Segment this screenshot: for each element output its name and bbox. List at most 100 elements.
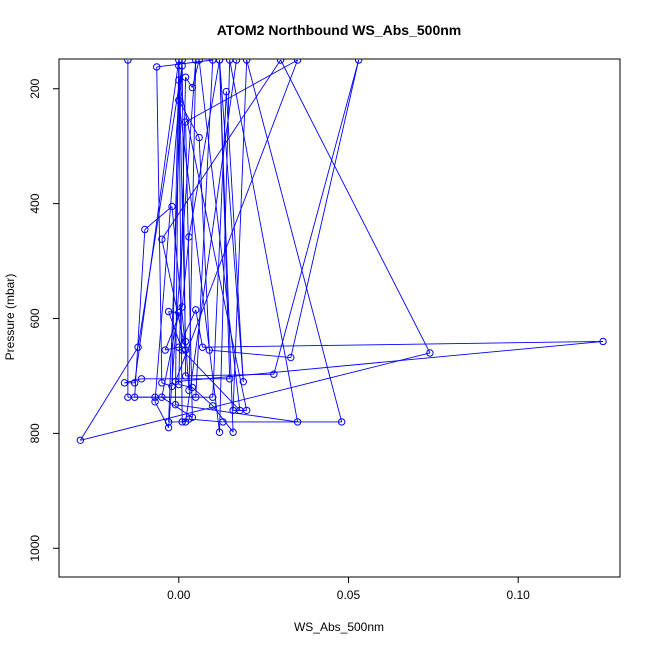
data-point: [225, 375, 234, 383]
data-point: [222, 87, 231, 96]
data-point: [219, 418, 227, 426]
data-point: [354, 59, 363, 64]
data-point: [599, 337, 607, 346]
data-point: [164, 307, 173, 316]
data-point: [242, 59, 251, 64]
data-point: [195, 59, 203, 64]
series-line-segment: [232, 59, 248, 411]
data-point: [181, 418, 190, 426]
series-line-segment: [80, 352, 431, 441]
data-point: [164, 418, 173, 426]
series-line-segment: [137, 65, 183, 348]
series-line-segment: [209, 349, 291, 359]
series-line-segment: [154, 401, 170, 428]
series-line-segment: [168, 59, 183, 422]
data-point: [192, 59, 200, 64]
data-point: [178, 59, 186, 64]
data-point: [270, 370, 278, 378]
series-line-segment: [198, 59, 241, 411]
y-tick-label: 200: [28, 78, 42, 98]
series-line-segment: [185, 59, 237, 422]
series-line-segment: [202, 341, 604, 348]
series-line-segment: [175, 341, 604, 383]
series-line-segment: [280, 59, 431, 354]
series-line-segment: [212, 91, 227, 398]
data-point: [130, 393, 139, 401]
data-point: [205, 346, 214, 354]
data-point: [178, 418, 186, 426]
data-point: [158, 379, 166, 387]
data-point: [178, 346, 186, 354]
data-point: [141, 225, 149, 234]
data-point: [164, 423, 173, 432]
series-line-segment: [79, 346, 139, 441]
series-line-segment: [185, 76, 193, 88]
series-line-segment: [185, 341, 190, 391]
x-axis: 0.00 0.05 0.10: [167, 577, 530, 602]
data-point: [175, 76, 183, 84]
data-point: [209, 393, 217, 401]
series-line-segment: [144, 206, 173, 230]
data-point: [192, 393, 200, 401]
data-point: [215, 428, 224, 436]
series-line-segment: [290, 59, 360, 358]
series-line-segment: [225, 91, 244, 382]
series-line-segment: [178, 80, 248, 411]
data-point: [153, 63, 161, 71]
data-point: [130, 379, 139, 387]
series-line-segment: [273, 59, 360, 375]
data-point: [209, 402, 217, 410]
data-point: [134, 343, 142, 351]
data-point: [158, 235, 166, 243]
series-line-segment: [171, 206, 187, 351]
data-point: [181, 337, 190, 346]
series-line-segment: [178, 99, 200, 138]
data-point: [293, 59, 302, 64]
data-point: [181, 372, 190, 380]
data-point: [236, 406, 244, 415]
data-point: [181, 73, 190, 81]
series-line-segment: [198, 137, 210, 351]
series-line-segment: [188, 59, 197, 391]
x-tick-label: 0.00: [167, 588, 191, 602]
data-point: [120, 379, 129, 387]
data-point: [175, 380, 183, 389]
data-point: [175, 309, 183, 317]
series-line-segment: [178, 59, 187, 342]
series-line-segment: [174, 80, 180, 405]
x-tick-label: 0.10: [507, 588, 531, 602]
series-line-segment: [174, 59, 298, 382]
data-point: [161, 346, 169, 354]
data-point: [158, 393, 166, 401]
series-line-segment: [185, 122, 193, 418]
data-point: [171, 400, 180, 409]
series-line-segment: [168, 59, 197, 428]
data-point: [188, 83, 197, 92]
data-point: [426, 349, 434, 357]
series-line-segment: [185, 59, 298, 123]
data-point: [293, 418, 302, 426]
data-point: [229, 428, 237, 436]
series-line-segment: [154, 59, 183, 402]
data-point: [185, 386, 193, 395]
data-point: [195, 133, 203, 142]
series-line-segment: [178, 100, 220, 433]
data-point: [181, 118, 190, 126]
data-point: [175, 59, 183, 64]
data-point: [181, 346, 190, 354]
data-point: [124, 59, 132, 64]
series-line-segment: [219, 59, 244, 382]
series-line-segment: [175, 404, 298, 423]
y-tick-label: 1000: [28, 535, 42, 562]
series-line-segment: [181, 236, 190, 308]
data-point: [287, 353, 295, 362]
y-tick-label: 800: [28, 423, 42, 443]
data-point: [137, 375, 146, 383]
y-axis-label: Pressure (mbar): [3, 274, 17, 361]
y-tick-label: 400: [28, 193, 42, 213]
series-line-segment: [161, 59, 281, 240]
data-point: [192, 306, 200, 314]
data-point: [168, 202, 176, 211]
series-line-segment: [178, 77, 187, 385]
